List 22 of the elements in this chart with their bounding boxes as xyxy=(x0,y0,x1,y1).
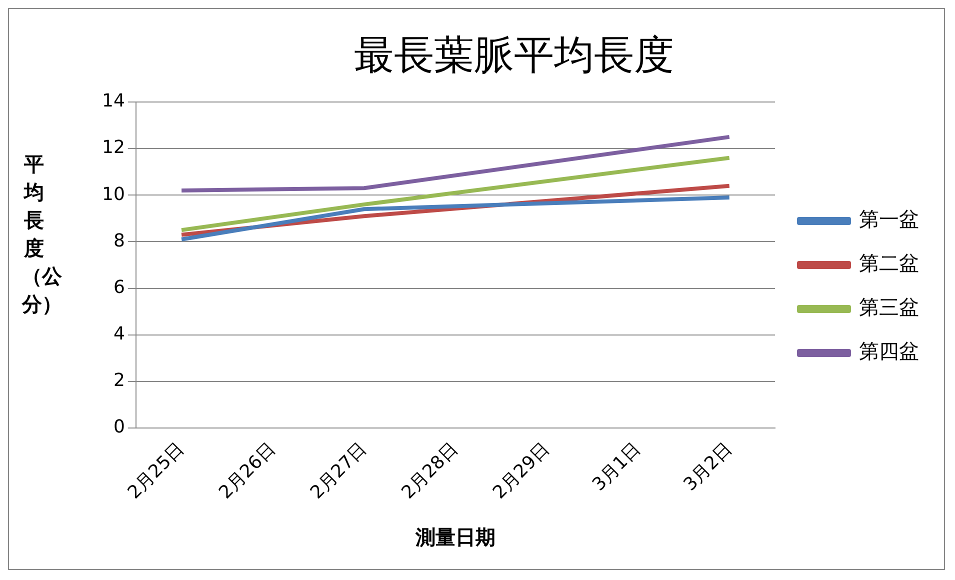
y-tick-label: 6 xyxy=(113,276,125,298)
x-tick-label: 2月26日 xyxy=(215,438,280,504)
y-tick-label: 0 xyxy=(113,416,125,438)
x-tick-label: 2月29日 xyxy=(488,438,554,504)
y-tick-label: 10 xyxy=(102,184,125,205)
y-tick-label: 8 xyxy=(113,230,125,252)
legend-label: 第一盆 xyxy=(859,207,919,232)
y-axis-title: 平均長度（公分） xyxy=(22,151,62,318)
x-axis-title: 測量日期 xyxy=(414,525,496,550)
x-tick-label: 2月25日 xyxy=(124,438,188,504)
y-tick-label: 4 xyxy=(113,324,125,345)
legend-label: 第四盆 xyxy=(859,339,919,364)
y-tick-label: 12 xyxy=(102,137,125,158)
x-tick-label: 2月27日 xyxy=(306,438,371,504)
chart-title: 最長葉脈平均長度 xyxy=(354,32,674,78)
legend-label: 第二盆 xyxy=(859,251,919,276)
x-tick-label: 3月1日 xyxy=(588,438,645,496)
legend-label: 第三盆 xyxy=(859,295,919,320)
y-tick-label: 2 xyxy=(113,370,125,392)
x-tick-label: 3月2日 xyxy=(680,438,736,496)
y-tick-label: 14 xyxy=(102,90,125,112)
x-tick-label: 2月28日 xyxy=(398,438,462,504)
